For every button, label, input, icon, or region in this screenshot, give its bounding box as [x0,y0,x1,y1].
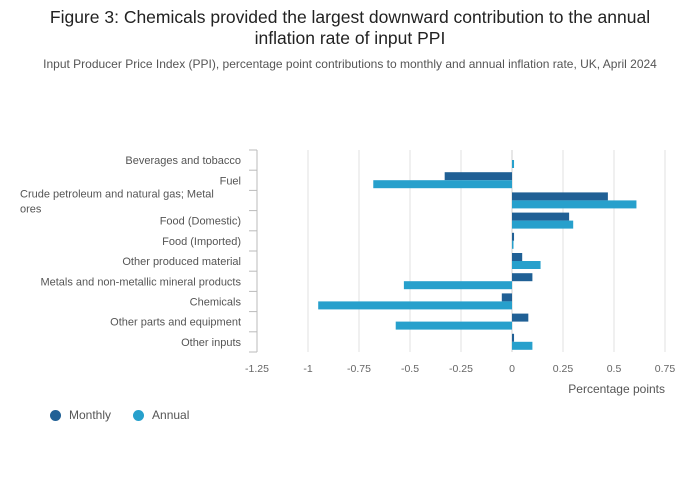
category-label: Fuel [220,175,241,187]
x-tick-label: 0 [509,363,515,375]
x-tick-label: 0.75 [655,363,676,375]
x-axis-label: Percentage points [568,382,665,396]
bar-annual-1 [373,180,512,189]
x-tick-label: -1 [303,363,312,375]
bar-annual-6 [403,281,512,290]
x-tick-label: -0.75 [347,363,371,375]
legend-label-monthly: Monthly [69,408,112,422]
chart-subtitle: Input Producer Price Index (PPI), percen… [43,57,657,71]
bar-monthly-8 [512,313,529,322]
bar-annual-8 [395,321,512,330]
bar-annual-3 [512,220,574,229]
bar-monthly-3 [512,212,570,221]
bar-monthly-5 [512,253,523,261]
category-label: Metals and non-metallic mineral products [40,276,241,288]
bar-annual-0 [512,160,515,168]
bar-monthly-4 [512,232,515,241]
bar-monthly-1 [444,172,512,181]
bar-annual-7 [318,301,512,310]
bar-annual-5 [512,261,541,269]
legend-label-annual: Annual [152,408,190,422]
legend-item-monthly[interactable]: Monthly [50,408,111,422]
bar-monthly-6 [512,273,533,282]
bar-monthly-7 [501,293,512,302]
bar-annual-2 [512,200,637,209]
category-label: Food (Imported) [162,236,241,248]
category-label: Other inputs [181,337,241,349]
category-label: Chemicals [190,297,242,309]
bar-monthly-9 [512,333,515,342]
x-tick-label: 0.25 [553,363,574,375]
legend: Monthly Annual [50,408,189,422]
x-tick-label: -1.25 [245,363,269,375]
x-tick-label: 0.5 [607,363,622,375]
legend-swatch-annual [133,409,145,421]
category-label: Other parts and equipment [110,317,241,329]
x-tick-label: -0.25 [449,363,473,375]
bar-annual-4 [512,240,514,249]
category-label: Beverages and tobacco [125,155,241,167]
legend-swatch-monthly [50,409,61,421]
legend-item-annual[interactable]: Annual [133,408,189,422]
category-label: Crude petroleum and natural gas; Metal or… [20,189,214,216]
bar-monthly-2 [512,192,608,201]
category-label: Food (Domestic) [160,216,241,228]
x-tick-label: -0.5 [401,363,419,375]
category-label: Other produced material [122,256,241,268]
bar-annual-9 [512,341,533,350]
chart-title: Figure 3: Chemicals provided the largest… [49,7,651,48]
